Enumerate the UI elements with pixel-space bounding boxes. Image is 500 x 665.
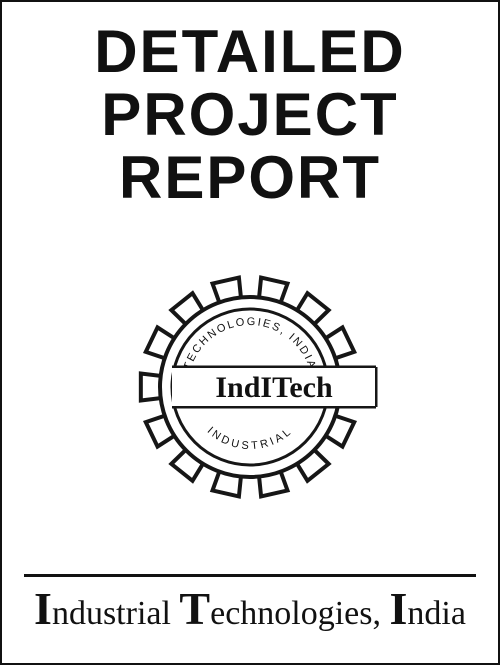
footer-w2-rest: echnologies,: [210, 595, 381, 632]
footer-w3-cap: I: [390, 583, 408, 634]
footer-w1-cap: I: [34, 583, 52, 634]
cover-title: DETAILED PROJECT REPORT: [2, 2, 498, 209]
gear-logo-svg: TECHNOLOGIES, INDIA INDUSTRIAL IndITech: [120, 257, 380, 517]
logo-center-text: IndITech: [215, 371, 333, 404]
footer-w1-rest: ndustrial: [52, 595, 171, 632]
title-line-3: REPORT: [2, 146, 498, 209]
title-line-2: PROJECT: [2, 83, 498, 146]
report-cover: DETAILED PROJECT REPORT TECHNOLOGIES, IN…: [0, 0, 500, 665]
footer-divider: [24, 574, 476, 577]
footer-w2-cap: T: [179, 583, 210, 634]
footer-company: Industrial Technologies, India: [2, 595, 498, 633]
footer-w3-rest: ndia: [407, 595, 466, 632]
logo: TECHNOLOGIES, INDIA INDUSTRIAL IndITech: [2, 257, 498, 517]
title-line-1: DETAILED: [2, 20, 498, 83]
